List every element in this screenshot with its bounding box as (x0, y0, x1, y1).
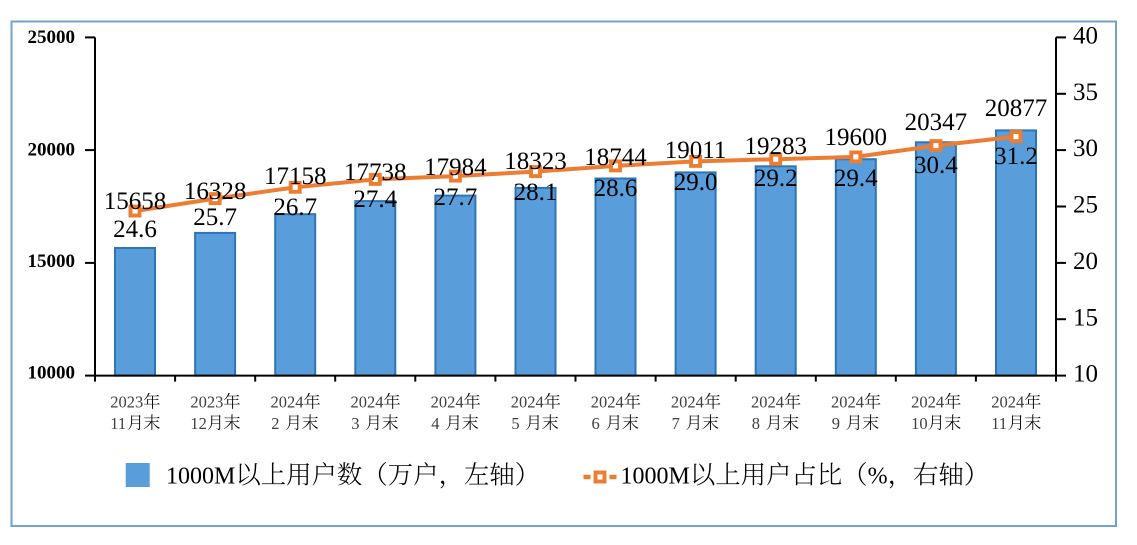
svg-text:10000: 10000 (28, 363, 76, 384)
svg-text:30.4: 30.4 (914, 152, 958, 179)
svg-text:30: 30 (1073, 135, 1098, 162)
svg-text:2024: 2024 (591, 393, 624, 412)
svg-text:40: 40 (1073, 22, 1098, 49)
svg-text:4: 4 (431, 414, 439, 433)
svg-text:2024: 2024 (351, 393, 384, 412)
svg-text:2024: 2024 (511, 393, 544, 412)
svg-text:15000: 15000 (28, 251, 76, 272)
svg-text:11: 11 (991, 414, 1007, 433)
svg-text:9: 9 (832, 414, 840, 433)
svg-text:2024: 2024 (911, 393, 944, 412)
svg-text:2024: 2024 (831, 393, 864, 412)
svg-text:17984: 17984 (424, 154, 487, 181)
svg-text:29.2: 29.2 (754, 165, 798, 192)
svg-text:25: 25 (1073, 192, 1098, 219)
svg-text:15658: 15658 (104, 188, 167, 215)
svg-text:28.1: 28.1 (514, 179, 558, 206)
svg-text:18744: 18744 (584, 144, 647, 171)
svg-text:20000: 20000 (28, 139, 76, 160)
svg-text:17738: 17738 (344, 159, 407, 186)
svg-text:26.7: 26.7 (273, 194, 317, 221)
svg-text:11: 11 (110, 414, 126, 433)
svg-text:2023: 2023 (110, 393, 143, 412)
svg-text:2024: 2024 (271, 393, 304, 412)
svg-text:2: 2 (271, 414, 279, 433)
svg-text:7: 7 (672, 414, 680, 433)
svg-text:29.0: 29.0 (674, 169, 718, 196)
svg-text:2024: 2024 (751, 393, 784, 412)
svg-text:16328: 16328 (184, 178, 247, 205)
svg-text:19011: 19011 (665, 137, 727, 164)
svg-text:6: 6 (592, 414, 600, 433)
svg-text:3: 3 (351, 414, 359, 433)
svg-text:31.2: 31.2 (994, 143, 1038, 170)
svg-text:17158: 17158 (264, 163, 327, 190)
svg-text:20: 20 (1073, 248, 1098, 275)
svg-text:12: 12 (190, 414, 207, 433)
svg-text:10: 10 (1073, 361, 1098, 388)
svg-text:1000M: 1000M (621, 464, 690, 490)
svg-text:27.4: 27.4 (353, 186, 397, 213)
svg-text:35: 35 (1073, 79, 1098, 106)
svg-text:20877: 20877 (985, 95, 1048, 122)
svg-text:2024: 2024 (671, 393, 704, 412)
svg-text:29.4: 29.4 (834, 165, 878, 192)
svg-text:2024: 2024 (431, 393, 464, 412)
svg-text:27.7: 27.7 (434, 184, 478, 211)
svg-text:5: 5 (511, 414, 519, 433)
svg-text:10: 10 (911, 414, 928, 433)
svg-text:25.7: 25.7 (193, 204, 237, 231)
svg-text:18323: 18323 (504, 148, 567, 175)
svg-text:%: % (868, 464, 888, 490)
svg-text:15: 15 (1073, 304, 1098, 331)
svg-text:24.6: 24.6 (113, 216, 157, 243)
svg-text:2024: 2024 (991, 393, 1024, 412)
svg-text:19283: 19283 (744, 133, 807, 160)
svg-text:28.6: 28.6 (594, 175, 638, 202)
svg-text:19600: 19600 (825, 124, 888, 151)
svg-text:1000M: 1000M (166, 464, 235, 490)
svg-text:2023: 2023 (190, 393, 223, 412)
svg-text:25000: 25000 (28, 27, 76, 48)
svg-text:8: 8 (752, 414, 760, 433)
svg-text:20347: 20347 (905, 109, 968, 136)
